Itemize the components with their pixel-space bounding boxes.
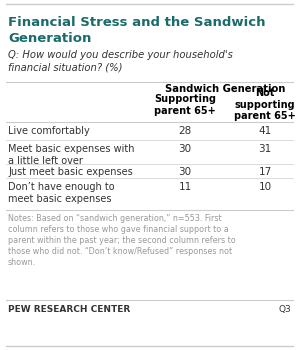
Text: 31: 31 (258, 144, 271, 154)
Text: Sandwich Generation: Sandwich Generation (165, 84, 285, 94)
Text: 17: 17 (258, 167, 271, 177)
Text: 30: 30 (179, 144, 192, 154)
Text: Q: How would you describe your household's
financial situation? (%): Q: How would you describe your household… (8, 50, 233, 72)
Text: 30: 30 (179, 167, 192, 177)
Text: Notes: Based on “sandwich generation,” n=553. First
column refers to those who g: Notes: Based on “sandwich generation,” n… (8, 214, 236, 267)
Text: 28: 28 (179, 126, 192, 136)
Text: 41: 41 (258, 126, 271, 136)
Text: Q3: Q3 (278, 305, 291, 314)
Text: Don’t have enough to
meet basic expenses: Don’t have enough to meet basic expenses (8, 182, 115, 204)
Text: 11: 11 (179, 182, 192, 192)
Text: Just meet basic expenses: Just meet basic expenses (8, 167, 133, 177)
Text: Live comfortably: Live comfortably (8, 126, 90, 136)
Text: Meet basic expenses with
a little left over: Meet basic expenses with a little left o… (8, 144, 135, 166)
Text: Supporting
parent 65+: Supporting parent 65+ (154, 94, 216, 116)
Text: Financial Stress and the Sandwich
Generation: Financial Stress and the Sandwich Genera… (8, 16, 266, 44)
Text: Not
supporting
parent 65+: Not supporting parent 65+ (234, 88, 296, 121)
Text: 10: 10 (258, 182, 271, 192)
Text: PEW RESEARCH CENTER: PEW RESEARCH CENTER (8, 305, 130, 314)
